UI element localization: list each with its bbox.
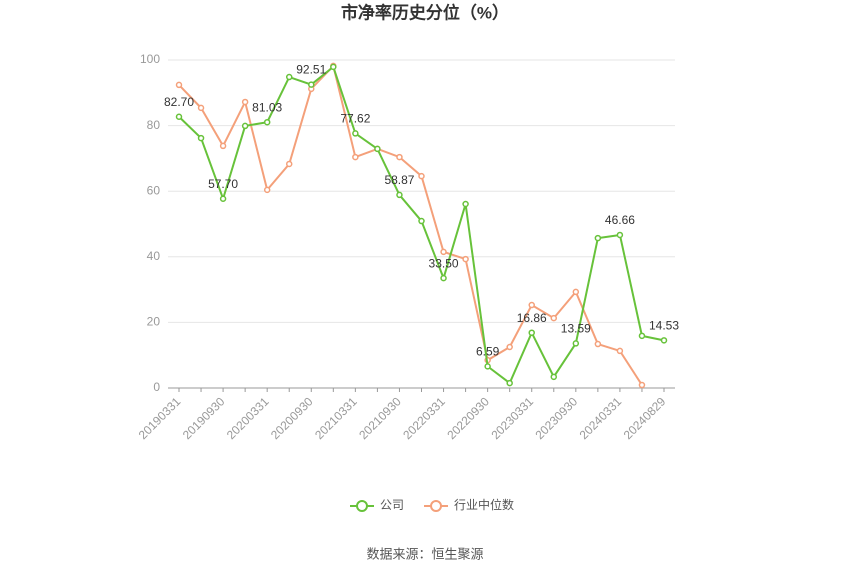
point xyxy=(308,81,315,88)
point xyxy=(219,142,227,150)
data-label: 14.53 xyxy=(649,319,679,333)
point xyxy=(396,153,403,161)
point xyxy=(197,134,205,142)
point xyxy=(175,81,183,89)
point xyxy=(418,217,425,225)
point xyxy=(572,340,580,347)
data-label: 57.70 xyxy=(208,177,238,191)
x-tick-label: 20240829 xyxy=(621,394,669,442)
data-label: 33.50 xyxy=(429,256,459,270)
data-label: 58.87 xyxy=(384,173,414,187)
source: 数据来源：恒生聚源 xyxy=(366,546,483,561)
legend-marker xyxy=(430,500,443,512)
point xyxy=(616,231,624,239)
x-tick-label: 20190331 xyxy=(136,394,184,442)
x-tick-label: 20210930 xyxy=(356,394,404,442)
x-tick-label: 20210331 xyxy=(312,394,360,442)
point xyxy=(462,255,469,263)
point xyxy=(550,314,558,322)
point xyxy=(197,104,205,112)
point xyxy=(374,145,381,153)
x-tick-label: 20220930 xyxy=(444,394,492,442)
point xyxy=(219,195,227,202)
data-label: 6.59 xyxy=(476,345,500,359)
point xyxy=(506,343,513,351)
point xyxy=(285,160,293,168)
data-label: 16.86 xyxy=(517,311,547,325)
point xyxy=(352,153,359,161)
y-tick-label: 0 xyxy=(153,380,160,394)
x-tick-label: 20200930 xyxy=(268,394,316,442)
data-label: 92.51 xyxy=(296,63,326,77)
y-tick-label: 60 xyxy=(147,183,161,197)
point xyxy=(572,288,580,296)
point xyxy=(484,363,491,370)
point xyxy=(263,118,271,126)
point xyxy=(660,337,668,344)
y-tick-label: 20 xyxy=(147,315,161,329)
point xyxy=(550,373,558,381)
x-tick-label: 20200331 xyxy=(224,394,272,442)
point xyxy=(638,381,646,389)
point xyxy=(440,248,447,256)
x-tick-label: 20230930 xyxy=(533,394,581,442)
data-label: 13.59 xyxy=(561,322,591,336)
data-label: 77.62 xyxy=(340,112,370,126)
point xyxy=(396,191,403,199)
point xyxy=(175,113,183,120)
x-tick-label: 20240331 xyxy=(577,394,625,442)
point xyxy=(440,274,447,282)
legend-marker xyxy=(356,500,368,512)
x-tick-label: 20190930 xyxy=(180,394,228,442)
point xyxy=(506,379,513,387)
point xyxy=(528,301,535,309)
y-tick-label: 40 xyxy=(147,249,161,263)
point xyxy=(462,200,469,208)
point xyxy=(352,130,359,137)
y-tick-label: 100 xyxy=(140,52,160,66)
x-tick-label: 20230331 xyxy=(488,394,536,442)
x-tick-label: 20220331 xyxy=(400,394,448,442)
point xyxy=(638,332,646,340)
point xyxy=(528,329,535,336)
series-line xyxy=(178,63,643,386)
point xyxy=(241,98,249,106)
point xyxy=(330,63,337,71)
point xyxy=(263,186,271,194)
data-label: 46.66 xyxy=(605,213,635,227)
chart-title: 市净率历史分位（%） xyxy=(341,2,509,22)
data-label: 82.70 xyxy=(164,95,194,109)
point xyxy=(594,340,602,348)
point xyxy=(418,172,425,180)
legend-label: 公司 xyxy=(380,498,404,512)
point xyxy=(285,73,293,81)
point xyxy=(594,234,602,242)
point xyxy=(616,347,624,355)
y-tick-label: 80 xyxy=(147,118,161,132)
point xyxy=(241,122,249,130)
legend-label: 行业中位数 xyxy=(454,497,514,512)
data-label: 81.03 xyxy=(252,100,282,114)
